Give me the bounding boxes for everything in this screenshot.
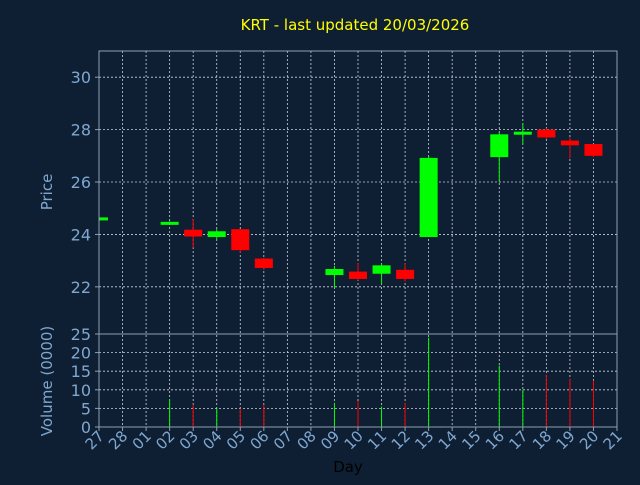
volume-tick-label: 5 [81,399,91,418]
candle-body [99,217,108,221]
grid-layer [99,51,617,427]
ticks-layer: 2728010203040506070809101112131415161718… [71,68,626,453]
candle-body [396,269,415,279]
x-tick-label: 04 [199,427,225,453]
x-tick-label: 14 [435,427,461,453]
x-tick-label: 17 [505,427,531,453]
candle-body [537,129,556,138]
x-tick-label: 06 [246,427,272,453]
candle-body [254,258,273,268]
volume-tick-label: 20 [71,344,91,363]
x-tick-label: 07 [270,427,296,453]
candle-body [231,229,250,251]
x-tick-label: 21 [600,427,626,453]
x-tick-label: 08 [294,427,320,453]
candle-body [419,157,438,238]
price-tick-label: 30 [71,68,91,87]
candle-body [560,140,579,146]
volume-tick-label: 15 [71,362,91,381]
x-tick-label: 02 [152,427,178,453]
x-tick-label: 12 [388,427,414,453]
x-tick-label: 09 [317,427,343,453]
x-tick-label: 15 [458,427,484,453]
price-tick-label: 26 [71,173,91,192]
price-tick-label: 22 [71,278,91,297]
candle-body [513,131,532,135]
x-tick-label: 03 [176,427,202,453]
volume-tick-label: 25 [71,325,91,344]
x-tick-label: 16 [482,427,508,453]
price-tick-label: 24 [71,225,91,244]
x-tick-label: 10 [341,427,367,453]
x-tick-label: 18 [529,427,555,453]
candle-body [584,144,603,156]
volume-tick-label: 0 [81,418,91,437]
candle-body [349,271,367,279]
x-tick-label: 01 [129,427,155,453]
price-axis-label: Price [38,174,56,211]
candle-body [207,231,226,238]
marks-layer [98,123,603,427]
chart-title: KRT - last updated 20/03/2026 [241,16,470,34]
x-tick-label: 05 [223,427,249,453]
x-tick-label: 20 [576,427,602,453]
price-tick-label: 28 [71,121,91,140]
candle-body [372,265,391,274]
candle-body [160,221,179,225]
x-tick-label: 13 [411,427,437,453]
candle-body [325,269,344,276]
x-axis-label: Day [333,458,363,476]
x-tick-label: 19 [553,427,579,453]
x-tick-label: 11 [364,427,390,453]
candle-body [490,134,509,158]
volume-axis-label: Volume (0000) [38,326,56,436]
candle-body [184,229,203,237]
volume-tick-label: 10 [71,381,91,400]
x-tick-label: 28 [105,427,131,453]
